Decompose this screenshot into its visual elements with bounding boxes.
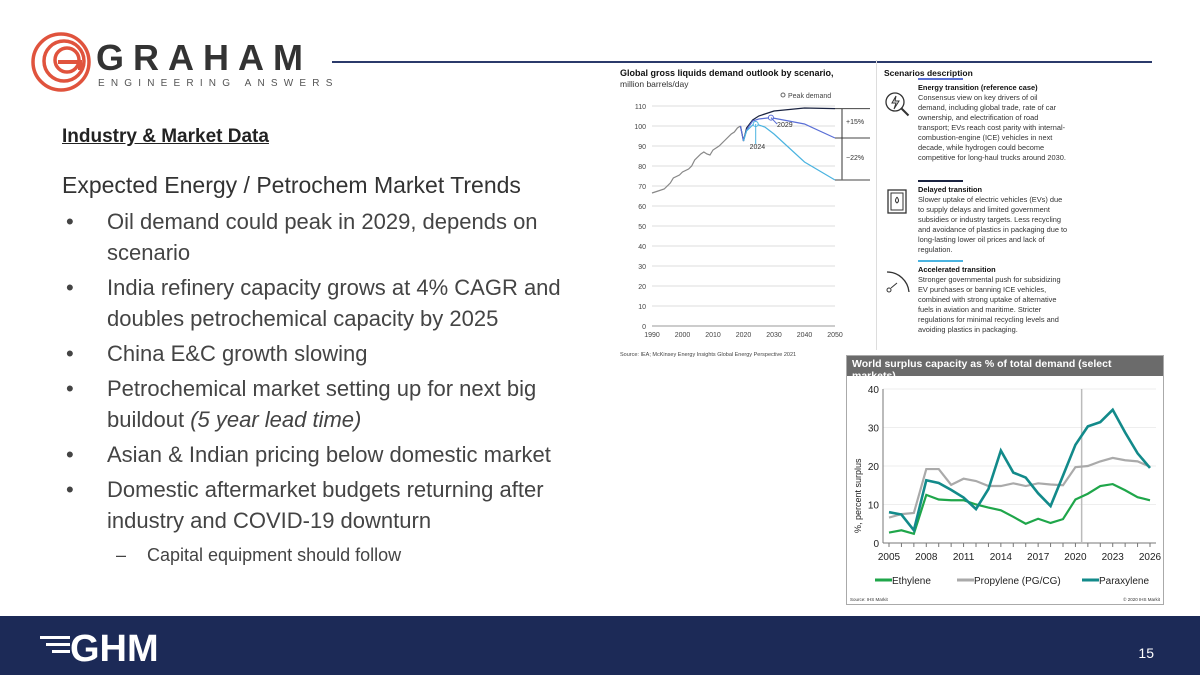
y-tick-label: 20: [868, 462, 880, 473]
x-tick-label: 2026: [1139, 552, 1162, 563]
chart-title: World surplus capacity as % of total dem…: [847, 356, 1163, 382]
x-tick-label: 2023: [1102, 552, 1125, 563]
x-tick-label: 2017: [1027, 552, 1050, 563]
scenario-name: Energy transition (reference case): [918, 83, 1038, 92]
series-line-historical: [651, 125, 741, 194]
peak-leader: [770, 117, 778, 125]
scenario-name: Delayed transition: [918, 185, 983, 194]
graham-logo: GRAHAM ENGINEERING ANSWERS: [31, 32, 338, 92]
scenario-text: Consensus view on key drivers of oil dem…: [918, 93, 1066, 162]
legend-label: Propylene (PG/CG): [974, 576, 1061, 587]
annotation-up: +15%: [846, 119, 864, 126]
y-tick-label: 10: [868, 501, 880, 512]
x-tick-label: 2008: [915, 552, 938, 563]
y-tick-label: 10: [638, 304, 646, 311]
scenario-text: Stronger governmental push for subsidizi…: [918, 275, 1061, 334]
bullet-text: Petrochemical market setting up for next…: [107, 376, 537, 432]
annotation-2024: 2024: [750, 144, 766, 151]
chart-unit: million barrels/day: [620, 79, 689, 89]
svg-text:ENGINEERING ANSWERS: ENGINEERING ANSWERS: [98, 78, 338, 89]
svg-text:GHM: GHM: [70, 628, 159, 664]
slide-subtitle: Expected Energy / Petrochem Market Trend…: [62, 172, 521, 198]
y-tick-label: 30: [638, 264, 646, 271]
y-tick-label: 110: [635, 104, 646, 111]
y-axis-label: %, percent surplus: [853, 458, 863, 533]
speedometer-icon: [886, 271, 910, 293]
scenario-energy-transition: Energy transition (reference case) Consen…: [918, 78, 1068, 163]
page-number: 15: [1138, 645, 1154, 661]
bullet-text: Oil demand could peak in 2029, depends o…: [107, 209, 538, 265]
y-tick-label: 0: [873, 539, 879, 550]
scenario-accelerated-transition: Accelerated transition Stronger governmen…: [918, 260, 1068, 335]
x-tick-label: 2005: [878, 552, 901, 563]
x-tick-label: 2014: [990, 552, 1013, 563]
bullet-item: India refinery capacity grows at 4% CAGR…: [62, 272, 582, 334]
bullet-text: Asian & Indian pricing below domestic ma…: [107, 442, 551, 467]
y-tick-label: 30: [868, 424, 880, 435]
x-tick-label: 2010: [705, 332, 721, 339]
chart-title: Global gross liquids demand outlook by s…: [620, 68, 834, 78]
chart-source: Source: IHS Markit: [850, 597, 888, 602]
legend-label: Ethylene: [892, 576, 931, 587]
annotation-2029: 2029: [777, 122, 793, 129]
bullet-text: China E&C growth slowing: [107, 341, 368, 366]
bullet-list: Oil demand could peak in 2029, depends o…: [62, 206, 582, 574]
y-tick-label: 70: [638, 184, 646, 191]
bullet-item: Asian & Indian pricing below domestic ma…: [62, 439, 582, 470]
series-line-paraxylene: [888, 407, 1151, 534]
scenario-text: Slower uptake of electric vehicles (EVs)…: [918, 195, 1068, 254]
x-tick-label: 2050: [827, 332, 843, 339]
header-divider: [332, 61, 1152, 63]
x-tick-label: 2020: [1064, 552, 1087, 563]
oil-demand-chart: Global gross liquids demand outlook by s…: [612, 60, 872, 370]
peak-demand-legend-icon: [780, 92, 786, 98]
y-tick-label: 80: [638, 164, 646, 171]
bullet-item: China E&C growth slowing: [62, 338, 582, 369]
bullet-text: India refinery capacity grows at 4% CAGR…: [107, 275, 561, 331]
chart-copyright: © 2020 IHS Markit: [1123, 597, 1160, 602]
y-tick-label: 50: [638, 224, 646, 231]
y-tick-label: 90: [638, 144, 646, 151]
scenario-delayed-transition: Delayed transition Slower uptake of elect…: [918, 180, 1068, 255]
sub-bullet-item: Capital equipment should follow: [62, 540, 582, 570]
scenarios-panel: Scenarios description Energy transition …: [876, 60, 1076, 350]
bullet-text: Capital equipment should follow: [147, 545, 402, 565]
bullet-note: (5 year lead time): [190, 407, 362, 432]
scenarios-title: Scenarios description: [884, 68, 973, 78]
series-line-propylene-pg-cg-: [888, 456, 1151, 519]
series-line-accelerated-transition: [742, 123, 836, 181]
x-tick-label: 2020: [736, 332, 752, 339]
y-tick-label: 100: [634, 124, 646, 131]
svg-text:GRAHAM: GRAHAM: [96, 37, 312, 78]
y-tick-label: 40: [638, 244, 646, 251]
surplus-capacity-plot: 0 10 20 30 40 2005 2008 2011 2014 2017 2020 2023 202…: [853, 385, 1162, 587]
bullet-item: Petrochemical market setting up for next…: [62, 373, 582, 435]
y-tick-label: 40: [868, 385, 880, 396]
section-title: Industry & Market Data: [62, 126, 269, 147]
x-tick-label: 2011: [953, 552, 975, 563]
scenario-name: Accelerated transition: [918, 265, 996, 274]
bullet-item: Oil demand could peak in 2029, depends o…: [62, 206, 582, 268]
legend-label: Paraxylene: [1099, 576, 1149, 587]
lightning-magnifier-icon: [885, 92, 910, 117]
y-tick-label: 60: [638, 204, 646, 211]
series-line-ethylene: [888, 482, 1151, 536]
x-tick-label: 2030: [766, 332, 782, 339]
oil-barrel-icon: [887, 189, 907, 214]
x-tick-label: 2000: [675, 332, 691, 339]
y-tick-label: 0: [642, 324, 646, 331]
surplus-capacity-chart: World surplus capacity as % of total dem…: [846, 355, 1164, 605]
chart-source: Source: IEA; McKinsey Energy Insights Gl…: [620, 352, 797, 358]
y-tick-label: 20: [638, 284, 646, 291]
legend-label: Peak demand: [788, 93, 831, 100]
annotation-down: −22%: [846, 155, 864, 162]
ghm-logo: GHM: [40, 628, 159, 664]
footer-bar: GHM 15: [0, 616, 1200, 675]
bullet-item: Domestic aftermarket budgets returning a…: [62, 474, 582, 536]
x-tick-label: 2040: [797, 332, 813, 339]
bullet-text: Domestic aftermarket budgets returning a…: [107, 477, 544, 533]
x-tick-label: 1990: [644, 332, 660, 339]
